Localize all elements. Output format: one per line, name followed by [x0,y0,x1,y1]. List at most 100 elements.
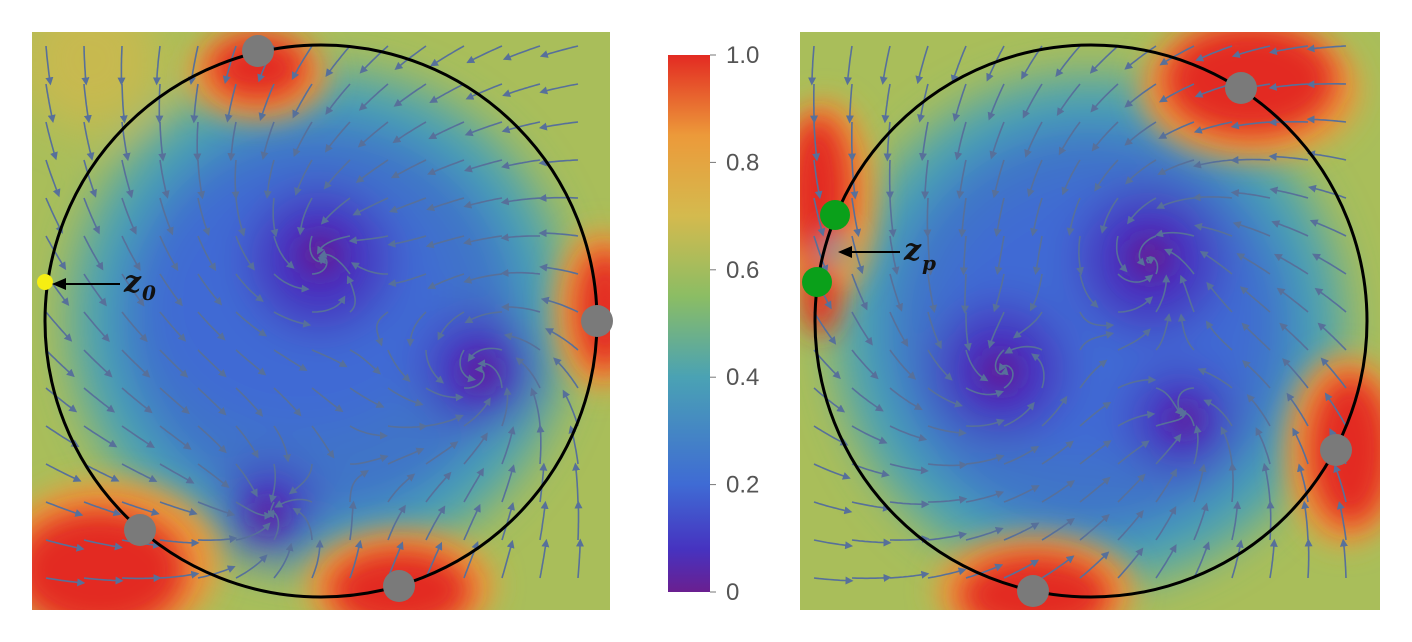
streamline-arrow [1079,551,1110,579]
streamline-arrow [1192,193,1233,202]
streamline-arrow [813,197,826,237]
streamline-arrow [406,311,427,347]
streamline-arrow [1117,410,1156,427]
streamline-arrow [1022,83,1043,119]
streamline-arrow [349,349,381,375]
streamline-arrow [348,235,389,245]
streamline-arrow [1193,502,1209,541]
streamline-arrow [83,349,113,378]
streamline-arrow [576,538,585,579]
streamline-arrow [159,463,195,484]
streamline-arrow [1236,253,1271,275]
streamline-arrow [349,470,369,503]
streamline-arrow [121,311,148,343]
streamline-arrow [235,501,273,520]
streamline-arrow [270,197,279,238]
streamline-arrow [1024,121,1043,158]
streamline-arrow [1124,121,1157,146]
streamline-arrow [387,504,406,541]
streamline-arrow [1317,322,1347,351]
streamline-arrow [1231,45,1271,58]
streamline-arrow [574,500,583,541]
streamline-arrow [83,197,100,235]
streamline-arrow [393,83,427,107]
streamline-arrow [927,311,942,350]
streamline-arrow [539,500,549,541]
right-point-label: z [903,233,922,268]
streamline-arrow [45,463,82,482]
streamline-arrow [45,311,73,342]
streamline-arrow [879,45,891,85]
streamline-arrow [1127,197,1157,225]
streamline-arrow [925,235,934,276]
streamline-arrow [1333,464,1347,503]
streamline-arrow [389,197,427,213]
streamline-arrow [197,565,236,579]
streamline-arrow [273,235,295,269]
streamline-arrow [1041,555,1075,579]
streamline-arrow [515,357,541,389]
streamline-arrow [808,45,817,86]
streamline-arrow [927,567,967,579]
streamline-arrow [197,159,206,200]
streamline-arrow [273,273,310,293]
streamline-arrow [325,83,351,115]
streamline-arrow [1242,360,1271,389]
streamline-arrow [1157,159,1195,175]
streamline-arrow [1056,83,1081,116]
streamline-arrow [502,83,541,97]
streamline-arrow [1324,392,1347,427]
streamline-arrow [1117,328,1151,351]
streamline-arrow [463,235,503,246]
streamline-arrow [291,45,313,81]
streamline-arrow [159,311,187,342]
streamline-arrow [851,311,873,346]
streamline-arrow [851,349,879,380]
streamline-arrow [965,349,989,382]
streamline-arrow [83,463,120,482]
streamline-arrow [888,197,897,238]
streamline-arrow [83,387,116,413]
streamline-arrow [927,273,938,314]
streamline-arrow [45,159,61,198]
streamline-arrow [296,197,313,236]
streamline-arrow [536,424,545,465]
streamline-arrow [963,312,972,352]
streamline-arrow [425,414,464,427]
streamline-arrow [387,422,428,431]
streamline-arrow [1099,197,1119,234]
streamline-arrow [956,159,967,199]
streamline-arrow [889,349,917,380]
streamline-arrow [292,508,313,541]
streamline-arrow [1268,118,1309,127]
streamline-arrow [915,45,929,85]
streamline-arrow [921,159,930,200]
streamline-arrow [159,273,183,307]
streamline-arrow [159,501,198,516]
streamline-arrow [1079,359,1108,389]
streamline-arrow [197,197,211,237]
streamline-arrow [425,387,464,402]
streamline-arrow [467,347,503,362]
streamline-arrow [1195,45,1233,62]
streamline-arrow [1309,219,1347,237]
green-point-icon [820,200,850,230]
streamline-arrow [1268,45,1309,56]
streamline-arrow [197,535,238,543]
streamline-arrow [889,425,928,442]
streamline-arrow [430,45,465,67]
streamline-arrow [813,463,851,480]
streamline-arrow [851,538,892,547]
streamline-arrow [121,574,162,583]
streamline-arrow [258,83,275,122]
yellow-point-icon [37,274,53,290]
streamline-arrow [45,83,56,123]
streamline-arrow [387,235,427,248]
streamline-arrow [273,387,302,417]
streamline-arrow [273,542,294,579]
streamline-arrow [425,471,452,503]
streamline-arrow [197,425,227,454]
streamline-arrow [813,576,854,585]
streamline-arrow [813,539,854,550]
